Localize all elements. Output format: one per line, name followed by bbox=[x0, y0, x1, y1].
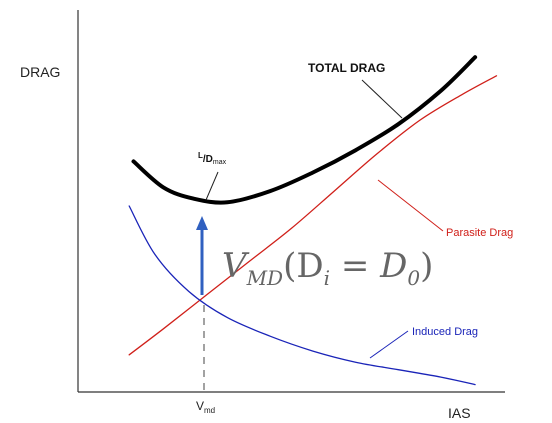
parasite-drag-pointer bbox=[377, 179, 444, 232]
y-axis-label: DRAG bbox=[20, 64, 60, 80]
series-line-induced-drag bbox=[128, 205, 476, 386]
vmd-formula: VMD(Di = D0) bbox=[222, 246, 433, 290]
total-drag-label: TOTAL DRAG bbox=[308, 61, 385, 75]
vmd-arrow-head bbox=[196, 216, 208, 230]
induced-drag-label: Induced Drag bbox=[412, 326, 478, 338]
x-tick-vmd: Vmd bbox=[196, 399, 215, 415]
series-line-total-drag bbox=[131, 55, 478, 205]
ld-max-pointer bbox=[205, 171, 219, 201]
series-line-parasite-drag bbox=[128, 75, 498, 356]
series-layer bbox=[128, 55, 498, 386]
induced-drag-pointer bbox=[369, 330, 409, 359]
parasite-drag-label: Parasite Drag bbox=[446, 227, 513, 239]
x-axis-label: IAS bbox=[448, 405, 471, 421]
ld-max-label: L/Dmax bbox=[198, 151, 227, 166]
total-drag-pointer bbox=[361, 79, 403, 119]
